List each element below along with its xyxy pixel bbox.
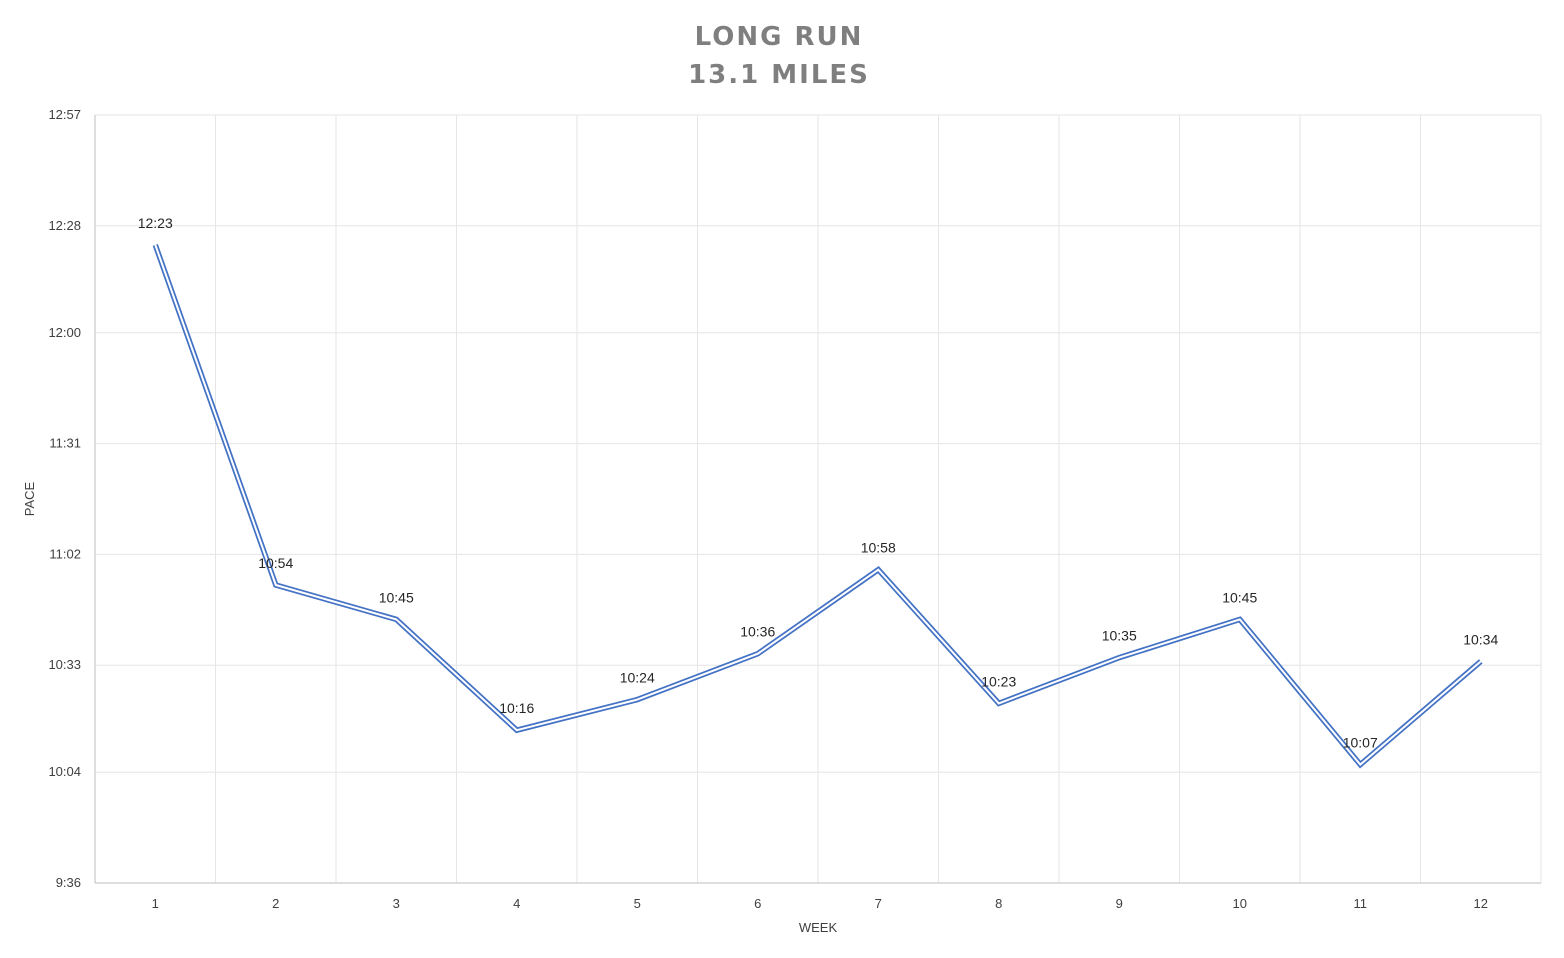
x-tick-label: 7 xyxy=(875,896,882,911)
data-labels: 12:23 10:54 10:45 10:16 10:24 10:36 10:58 10:23… xyxy=(138,215,1499,751)
y-tick-label: 12:00 xyxy=(48,325,81,340)
x-tick-label: 12 xyxy=(1474,896,1488,911)
data-label: 10:23 xyxy=(981,673,1016,689)
data-label: 10:58 xyxy=(861,540,896,556)
axes xyxy=(94,115,1541,884)
x-tick-label: 4 xyxy=(513,896,520,911)
x-tick-label: 9 xyxy=(1116,896,1123,911)
chart-title-line-2: 13.1 MILES xyxy=(688,60,870,90)
y-axis-title: PACE xyxy=(22,481,37,516)
data-label: 10:24 xyxy=(620,670,655,686)
series-line-inner xyxy=(154,244,1482,767)
data-label: 10:54 xyxy=(258,555,293,571)
chart-title: LONG RUN 13.1 MILES xyxy=(688,22,870,90)
data-label: 10:34 xyxy=(1463,631,1498,647)
data-label: 10:16 xyxy=(499,700,534,716)
x-tick-label: 8 xyxy=(995,896,1002,911)
gridlines xyxy=(95,114,1542,883)
data-label: 10:07 xyxy=(1343,735,1378,751)
data-label: 10:36 xyxy=(740,624,775,640)
y-tick-label: 12:28 xyxy=(48,218,81,233)
y-tick-label: 9:36 xyxy=(56,875,81,890)
y-tick-labels: 9:36 10:04 10:33 11:02 11:31 12:00 12:28 12:57 xyxy=(48,107,81,890)
x-tick-label: 2 xyxy=(272,896,279,911)
data-label: 10:45 xyxy=(379,589,414,605)
x-tick-label: 5 xyxy=(634,896,641,911)
x-tick-label: 1 xyxy=(152,896,159,911)
chart-title-line-1: LONG RUN xyxy=(695,22,864,52)
data-label: 10:35 xyxy=(1102,628,1137,644)
y-tick-label: 10:04 xyxy=(48,764,81,779)
y-tick-label: 11:02 xyxy=(49,546,81,561)
x-tick-labels: 1 2 3 4 5 6 7 8 9 10 11 12 xyxy=(152,896,1488,911)
series-pace xyxy=(152,243,1483,769)
y-tick-label: 10:33 xyxy=(48,657,81,672)
data-label: 10:45 xyxy=(1222,589,1257,605)
y-tick-label: 11:31 xyxy=(49,436,81,451)
y-tick-label: 12:57 xyxy=(48,107,81,122)
x-tick-label: 3 xyxy=(393,896,400,911)
data-label: 12:23 xyxy=(138,215,173,231)
x-tick-label: 6 xyxy=(754,896,761,911)
x-axis-title: WEEK xyxy=(799,920,838,935)
x-tick-label: 11 xyxy=(1354,896,1368,911)
x-tick-label: 10 xyxy=(1233,896,1247,911)
